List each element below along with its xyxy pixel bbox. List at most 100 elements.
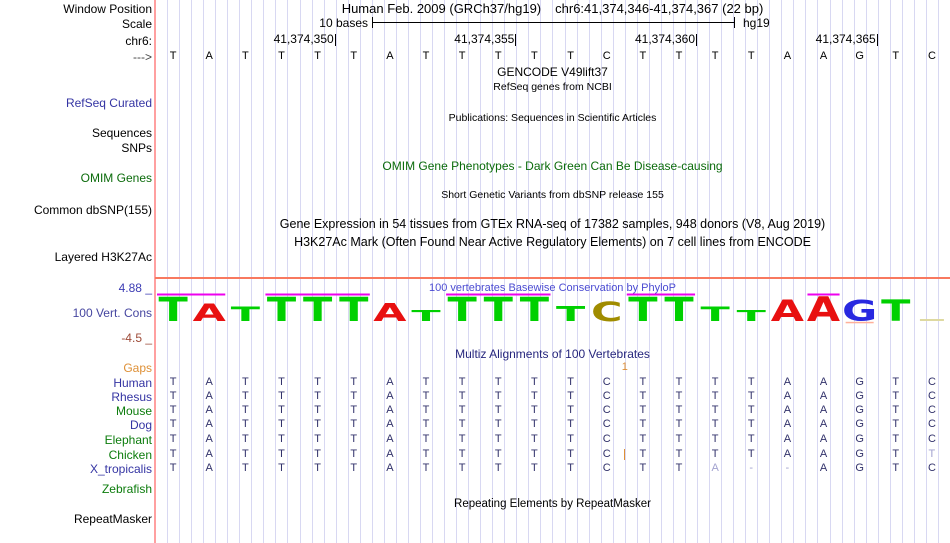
aligned-base: T — [241, 433, 249, 445]
track-label-omim-genes[interactable]: OMIM Genes — [80, 171, 152, 185]
aligned-base: C — [927, 404, 936, 416]
track-label-layered-h3k27ac[interactable]: Layered H3K27Ac — [54, 250, 152, 264]
svg-text:A: A — [193, 300, 226, 327]
track-note-omim[interactable]: OMIM Gene Phenotypes - Dark Green Can Be… — [382, 159, 723, 173]
track-note-dbsnp[interactable]: Short Genetic Variants from dbSNP releas… — [441, 189, 664, 201]
track-label-sequences[interactable]: Sequences — [91, 126, 152, 140]
track-label-common-dbsnp[interactable]: Common dbSNP(155) — [33, 203, 152, 217]
h3k27ac-baseline — [155, 277, 950, 279]
svg-text:T: T — [628, 291, 657, 330]
grid-line — [407, 0, 409, 543]
aligned-base: G — [855, 390, 864, 402]
aligned-base: T — [567, 404, 574, 416]
grid-line — [624, 0, 626, 543]
grid-line — [203, 0, 205, 543]
track-note-gtex[interactable]: Gene Expression in 54 tissues from GTEx … — [279, 217, 826, 231]
aligned-base: T — [675, 448, 683, 460]
svg-text:T: T — [231, 303, 261, 326]
aligned-base: T — [531, 418, 538, 430]
aligned-base: T — [639, 433, 647, 445]
track-note-phylop[interactable]: 100 vertebrates Basewise Conservation by… — [428, 282, 677, 294]
track-label-vert-cons[interactable]: 100 Vert. Cons — [72, 306, 152, 320]
svg-text:T: T — [520, 291, 549, 330]
aligned-base: T — [314, 433, 321, 445]
track-note-publications[interactable]: Publications: Sequences in Scientific Ar… — [448, 112, 657, 124]
dna-base: A — [205, 50, 213, 62]
species-label-rhesus[interactable]: Rhesus — [111, 390, 152, 404]
grid-line — [167, 0, 169, 543]
svg-text:T: T — [664, 291, 693, 330]
track-note-refseq-ncbi[interactable]: RefSeq genes from NCBI — [493, 81, 612, 93]
aligned-base: G — [855, 448, 864, 460]
grid-line — [745, 0, 747, 543]
aligned-base: T — [711, 404, 719, 416]
aligned-base: T — [422, 448, 430, 460]
aligned-base: T — [314, 462, 321, 474]
aligned-base: T — [314, 404, 321, 416]
aligned-base: T — [169, 462, 177, 474]
grid-line — [697, 0, 699, 543]
aligned-base: C — [602, 462, 611, 474]
ruler-tick-mark — [876, 34, 878, 46]
aligned-base: A — [386, 418, 394, 430]
dna-base: T — [567, 50, 574, 62]
track-note-h3k27ac[interactable]: H3K27Ac Mark (Often Found Near Active Re… — [294, 235, 811, 249]
aligned-base: T — [567, 433, 574, 445]
track-note-gencode[interactable]: GENCODE V49lift37 — [497, 65, 608, 79]
aligned-base: T — [531, 376, 538, 388]
species-label-chicken[interactable]: Chicken — [108, 448, 152, 462]
track-label-repeatmasker[interactable]: RepeatMasker — [73, 512, 152, 526]
track-note-repeatmasker[interactable]: Repeating Elements by RepeatMasker — [454, 498, 651, 510]
dna-base: C — [927, 50, 936, 62]
track-label-gaps[interactable]: Gaps — [123, 361, 152, 375]
aligned-base: A — [819, 462, 828, 474]
aligned-base: A — [205, 462, 213, 474]
aligned-base: T — [314, 418, 321, 430]
dna-base: T — [639, 50, 647, 62]
species-label-zebrafish[interactable]: Zebrafish — [101, 482, 152, 496]
dna-base: G — [855, 50, 864, 62]
conservation-scale-max: 4.88 _ — [118, 281, 152, 295]
aligned-base: A — [386, 404, 394, 416]
grid-line — [299, 0, 301, 543]
species-label-elephant[interactable]: Elephant — [104, 433, 152, 447]
ruler-coordinate: 41,374,360 — [634, 32, 696, 46]
grid-line — [937, 0, 939, 543]
strand-arrow[interactable]: ---> — [133, 50, 152, 64]
aligned-base: G — [855, 376, 864, 388]
svg-text:A: A — [373, 298, 406, 327]
species-label-dog[interactable]: Dog — [129, 418, 152, 432]
aligned-base: T — [314, 376, 321, 388]
species-label-mouse[interactable]: Mouse — [115, 404, 152, 418]
aligned-base: C — [602, 418, 611, 430]
species-label-human[interactable]: Human — [113, 376, 152, 390]
ruler-tick-mark — [696, 34, 698, 46]
grid-line — [865, 0, 867, 543]
aligned-base: T — [458, 404, 466, 416]
aligned-base: T — [241, 448, 249, 460]
aligned-base: C — [602, 448, 611, 460]
ruler-tick-mark — [334, 34, 336, 46]
aligned-base: T — [928, 448, 936, 460]
ruler-coordinate: 41,374,355 — [454, 32, 515, 46]
track-label-refseq-curated[interactable]: RefSeq Curated — [65, 96, 152, 110]
grid-line — [612, 0, 614, 543]
track-note-multiz[interactable]: Multiz Alignments of 100 Vertebrates — [455, 347, 650, 361]
grid-line — [191, 0, 193, 543]
aligned-base: T — [169, 376, 177, 388]
grid-line — [444, 0, 446, 543]
svg-text:T: T — [556, 302, 585, 326]
aligned-base: T — [711, 418, 719, 430]
grid-line — [636, 0, 638, 543]
grid-line — [395, 0, 397, 543]
aligned-base: T — [639, 462, 647, 474]
species-label-x_tropicalis[interactable]: X_tropicalis — [89, 462, 152, 476]
aligned-base: A — [386, 462, 394, 474]
grid-line — [528, 0, 530, 543]
aligned-base: T — [278, 433, 285, 445]
track-label-snps[interactable]: SNPs — [121, 141, 152, 155]
aligned-base: T — [892, 433, 900, 445]
window-position-display: Human Feb. 2009 (GRCh37/hg19) chr6:41,37… — [155, 1, 950, 16]
svg-text:T: T — [700, 303, 730, 326]
